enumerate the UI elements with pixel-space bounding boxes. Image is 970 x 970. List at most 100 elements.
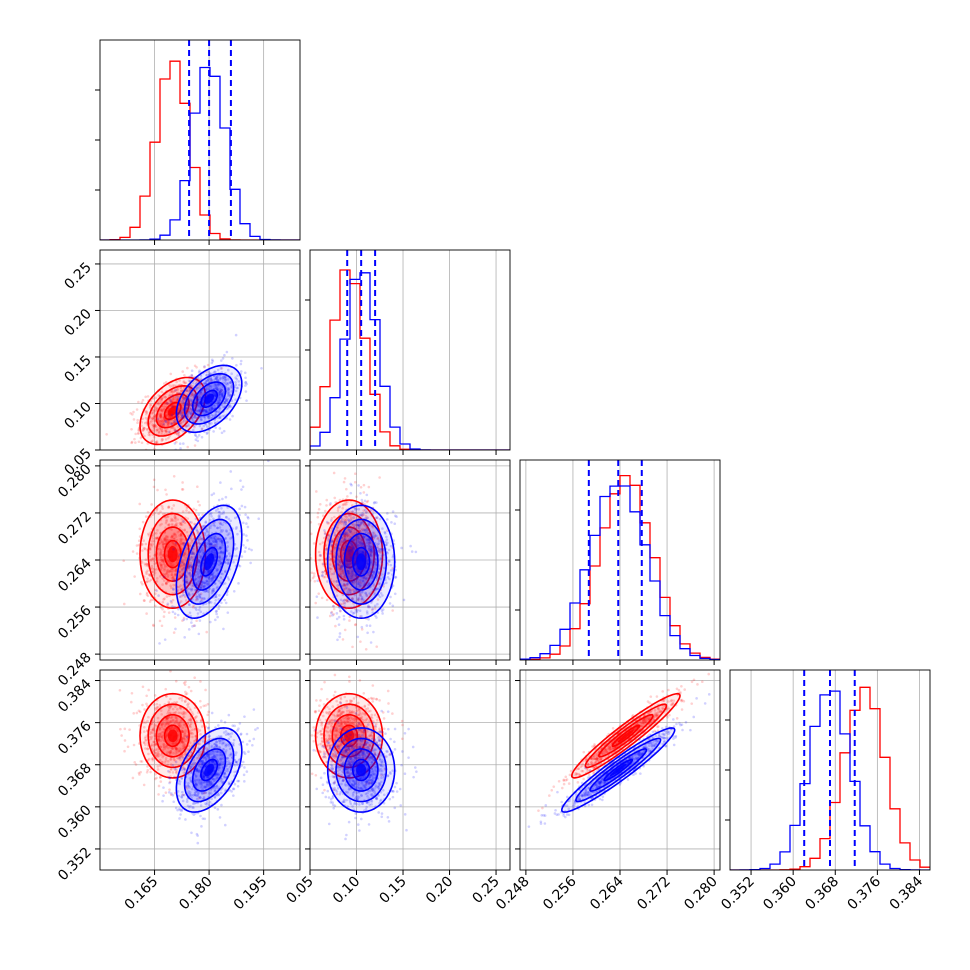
scatter-point — [180, 547, 184, 551]
scatter-point — [142, 599, 146, 602]
scatter-point — [168, 569, 171, 573]
scatter-point — [245, 382, 249, 386]
scatter-point — [343, 583, 347, 587]
scatter-point — [151, 557, 155, 561]
scatter-point — [170, 573, 174, 577]
scatter-point — [235, 547, 239, 550]
scatter-point — [229, 394, 232, 397]
scatter-point — [173, 543, 177, 547]
scatter-point — [150, 419, 153, 423]
scatter-point — [215, 387, 219, 390]
scatter-point — [221, 376, 225, 379]
scatter-point — [315, 595, 319, 598]
scatter-point — [202, 597, 205, 600]
scatter-point — [215, 542, 219, 546]
scatter-point — [164, 429, 168, 432]
scatter-point — [232, 560, 235, 564]
scatter-point — [187, 628, 191, 631]
scatter-point — [209, 407, 213, 411]
scatter-point — [220, 366, 224, 370]
scatter-point — [195, 546, 199, 549]
scatter-point — [172, 588, 175, 591]
scatter-point — [212, 589, 216, 593]
scatter-point — [185, 575, 189, 579]
scatter-point — [183, 381, 187, 385]
scatter-point — [205, 373, 209, 377]
scatter-point — [210, 549, 214, 553]
scatter-point — [202, 410, 206, 414]
scatter-point — [205, 630, 208, 634]
scatter-point — [182, 590, 186, 594]
scatter-point — [223, 376, 226, 380]
scatter-point — [206, 702, 210, 706]
scatter-point — [131, 550, 135, 553]
scatter-point — [165, 540, 168, 544]
scatter-point — [365, 624, 369, 627]
scatter-point — [199, 587, 203, 590]
scatter-point — [374, 563, 377, 567]
scatter-point — [190, 566, 193, 569]
scatter-point — [197, 565, 201, 568]
scatter-point — [190, 373, 194, 377]
scatter-point — [176, 388, 180, 391]
scatter-point — [170, 571, 174, 574]
scatter-point — [198, 537, 202, 540]
scatter-point — [201, 524, 205, 528]
scatter-point — [205, 589, 208, 592]
scatter-point — [164, 395, 167, 399]
scatter-point — [196, 436, 199, 439]
scatter-point — [159, 780, 163, 783]
scatter-point — [233, 516, 237, 520]
scatter-point — [210, 515, 213, 518]
scatter-point — [192, 552, 196, 556]
scatter-point — [159, 416, 163, 420]
scatter-point — [198, 503, 201, 507]
scatter-point — [350, 483, 353, 487]
scatter-point — [187, 685, 191, 689]
scatter-point — [161, 607, 164, 611]
scatter-point — [183, 665, 186, 668]
scatter-point — [144, 547, 147, 551]
scatter-point — [197, 567, 200, 571]
scatter-point — [209, 542, 213, 545]
scatter-point — [343, 535, 346, 539]
scatter-point — [177, 396, 180, 399]
scatter-point — [209, 526, 212, 530]
scatter-point — [171, 575, 175, 579]
scatter-point — [161, 558, 165, 562]
scatter-point — [217, 383, 220, 386]
scatter-point — [176, 397, 180, 401]
scatter-point — [207, 577, 211, 581]
scatter-point — [306, 549, 309, 552]
scatter-point — [202, 563, 205, 566]
scatter-point — [194, 577, 198, 581]
scatter-point — [161, 600, 165, 604]
scatter-point — [185, 389, 189, 393]
scatter-point — [134, 441, 137, 444]
scatter-point — [206, 403, 210, 406]
scatter-point — [145, 580, 148, 584]
scatter-point — [147, 534, 151, 537]
scatter-point — [224, 375, 227, 378]
scatter-point — [221, 392, 224, 395]
scatter-point — [206, 530, 209, 534]
scatter-point — [159, 413, 163, 417]
scatter-point — [199, 574, 203, 578]
scatter-point — [238, 513, 241, 517]
scatter-point — [214, 539, 218, 543]
scatter-point — [133, 575, 136, 578]
scatter-point — [123, 749, 126, 753]
scatter-point — [163, 537, 166, 541]
scatter-point — [179, 533, 183, 536]
scatter-point — [391, 604, 395, 608]
scatter-point — [335, 612, 339, 615]
scatter-point — [145, 411, 149, 415]
scatter-point — [203, 584, 206, 588]
scatter-point — [219, 367, 223, 370]
y-tick-label: 0.264 — [55, 555, 95, 595]
scatter-point — [227, 387, 231, 390]
scatter-point — [210, 413, 214, 417]
scatter-point — [204, 388, 207, 392]
scatter-point — [195, 528, 199, 532]
scatter-point — [180, 541, 184, 544]
